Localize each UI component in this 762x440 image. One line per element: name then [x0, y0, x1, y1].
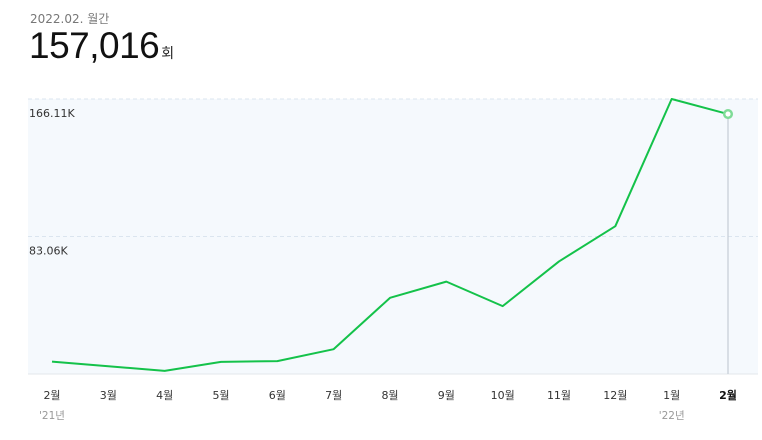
x-tick-label: 1월 [663, 389, 680, 402]
x-tick-label: 3월 [100, 389, 117, 402]
total-unit: 회 [161, 46, 175, 62]
x-tick-label: 5월 [212, 389, 229, 402]
x-tick-label: 8월 [381, 389, 398, 402]
x-tick-label: 11월 [547, 389, 571, 402]
x-tick-label: 7월 [325, 389, 342, 402]
total-value: 157,016 [29, 25, 160, 66]
year-label: '22년 [659, 410, 685, 422]
period-label: 2022.02. 월간 [30, 12, 110, 26]
y-tick-label: 166.11K [29, 107, 75, 120]
y-tick-label: 83.06K [29, 245, 68, 258]
x-tick-label: 6월 [269, 389, 286, 402]
total-views: 157,016 회 [29, 27, 174, 64]
x-tick-label: 2월 [43, 389, 60, 402]
x-tick-label: 4월 [156, 389, 173, 402]
series-line [51, 98, 729, 372]
x-tick-label: 12월 [603, 389, 627, 402]
x-tick-label: 10월 [491, 389, 515, 402]
x-tick-label: 9월 [438, 389, 455, 402]
selected-data-point [722, 109, 734, 120]
x-tick-label: 2월 [719, 388, 737, 402]
year-label: '21년 [39, 410, 65, 422]
